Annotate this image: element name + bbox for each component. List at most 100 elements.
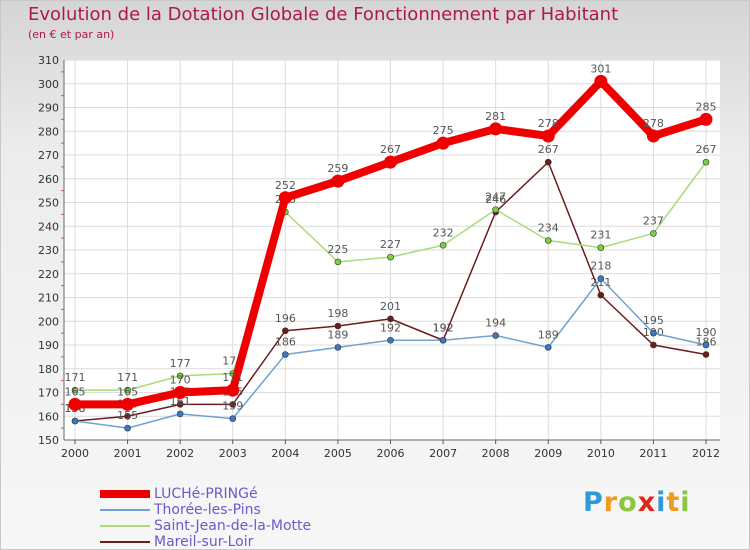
data-label-saint-jean-de-la-motte: 237 — [643, 214, 664, 227]
data-label-mareil-sur-loir: 201 — [380, 300, 401, 313]
y-tick-label: 280 — [38, 125, 59, 138]
data-point-saint-jean-de-la-motte — [334, 258, 342, 266]
data-label-thor-e-les-pins: 161 — [170, 395, 191, 408]
x-tick-label: 2010 — [587, 447, 615, 460]
logo-letter: o — [618, 487, 638, 518]
data-label-saint-jean-de-la-motte: 231 — [590, 229, 611, 242]
data-point-thor-e-les-pins — [597, 275, 605, 282]
legend-swatch-mareil-sur-loir — [100, 541, 150, 543]
data-label-saint-jean-de-la-motte: 232 — [433, 226, 454, 239]
logo-letter: r — [603, 487, 619, 518]
data-label-mareil-sur-loir: 192 — [433, 321, 454, 334]
data-point-luch-pring- — [699, 112, 713, 126]
y-tick-label: 210 — [38, 292, 59, 305]
data-label-thor-e-les-pins: 159 — [222, 400, 243, 413]
data-label-thor-e-les-pins: 189 — [538, 328, 559, 341]
y-tick-label: 170 — [38, 387, 59, 400]
data-point-thor-e-les-pins — [439, 336, 447, 344]
data-label-luch-pring-: 171 — [222, 371, 243, 384]
data-point-thor-e-les-pins — [702, 341, 710, 349]
y-tick-label: 260 — [38, 173, 59, 186]
x-tick-label: 2003 — [219, 447, 247, 460]
data-label-saint-jean-de-la-motte: 171 — [117, 371, 138, 384]
y-tick-label: 150 — [38, 434, 59, 447]
data-label-luch-pring-: 278 — [538, 117, 559, 130]
data-label-luch-pring-: 278 — [643, 117, 664, 130]
data-point-luch-pring- — [331, 174, 345, 188]
data-point-mareil-sur-loir — [702, 351, 710, 358]
data-label-luch-pring-: 170 — [170, 374, 191, 387]
x-tick-label: 2011 — [639, 447, 667, 460]
proxiti-logo: Proxiti — [583, 487, 691, 518]
data-label-saint-jean-de-la-motte: 267 — [696, 143, 717, 156]
data-label-saint-jean-de-la-motte: 227 — [380, 238, 401, 251]
data-point-thor-e-les-pins — [124, 424, 131, 432]
legend-label-luche-pringe: LUCHé-PRINGé — [154, 486, 258, 502]
data-point-luch-pring- — [121, 397, 135, 411]
data-point-luch-pring- — [384, 155, 397, 169]
data-label-thor-e-les-pins: 186 — [275, 336, 296, 349]
data-point-saint-jean-de-la-motte — [71, 386, 79, 394]
data-label-luch-pring-: 285 — [696, 100, 717, 113]
x-tick-label: 2002 — [166, 447, 194, 460]
data-label-thor-e-les-pins: 190 — [696, 326, 717, 339]
y-tick-label: 240 — [38, 220, 59, 233]
data-label-luch-pring-: 252 — [275, 179, 296, 192]
data-point-mareil-sur-loir — [387, 315, 394, 323]
x-tick-label: 2009 — [534, 447, 562, 460]
data-label-thor-e-les-pins: 218 — [590, 260, 611, 273]
data-point-luch-pring- — [646, 129, 660, 143]
data-point-thor-e-les-pins — [282, 351, 289, 358]
data-point-saint-jean-de-la-motte — [387, 253, 394, 261]
x-tick-label: 2008 — [482, 447, 510, 460]
data-point-mareil-sur-loir — [176, 401, 184, 408]
chart-subtitle: (en € et par an) — [28, 28, 115, 41]
x-tick-label: 2004 — [271, 447, 299, 460]
data-point-luch-pring- — [594, 74, 608, 88]
data-label-mareil-sur-loir: 198 — [327, 307, 348, 320]
y-tick-label: 180 — [38, 363, 59, 376]
data-point-luch-pring- — [278, 191, 292, 205]
data-label-luch-pring-: 281 — [485, 110, 506, 123]
data-point-luch-pring- — [541, 129, 555, 143]
logo-letter: i — [680, 487, 691, 518]
data-label-mareil-sur-loir: 246 — [485, 193, 506, 206]
logo-letter: P — [583, 487, 604, 518]
data-point-mareil-sur-loir — [229, 401, 237, 408]
y-tick-label: 200 — [38, 315, 59, 328]
y-tick-label: 220 — [38, 268, 59, 281]
data-point-saint-jean-de-la-motte — [702, 158, 710, 166]
data-point-thor-e-les-pins — [71, 417, 79, 425]
y-tick-label: 250 — [38, 197, 59, 210]
data-point-mareil-sur-loir — [334, 322, 342, 330]
data-label-saint-jean-de-la-motte: 225 — [327, 243, 348, 256]
data-point-thor-e-les-pins — [176, 410, 184, 418]
legend-label-thoree-les-pins: Thorée-les-Pins — [154, 502, 261, 518]
data-label-thor-e-les-pins: 155 — [117, 409, 138, 422]
x-tick-label: 2007 — [429, 447, 457, 460]
data-point-luch-pring- — [226, 383, 240, 397]
data-label-luch-pring-: 165 — [65, 385, 86, 398]
data-label-luch-pring-: 267 — [380, 143, 401, 156]
data-point-thor-e-les-pins — [334, 344, 342, 351]
legend-label-mareil-sur-loir: Mareil-sur-Loir — [154, 534, 254, 550]
x-tick-label: 2006 — [377, 447, 405, 460]
data-label-saint-jean-de-la-motte: 177 — [170, 357, 191, 370]
data-label-mareil-sur-loir: 267 — [538, 143, 559, 156]
data-point-saint-jean-de-la-motte — [492, 206, 499, 213]
logo-letter: x — [637, 487, 657, 518]
x-tick-label: 2012 — [692, 447, 720, 460]
logo-letter: i — [656, 487, 667, 518]
data-point-saint-jean-de-la-motte — [439, 241, 447, 249]
y-tick-label: 190 — [38, 339, 59, 352]
legend-swatch-saint-jean-de-la-motte — [100, 525, 150, 527]
data-point-luch-pring- — [436, 136, 450, 150]
legend-swatch-luche-pringe — [100, 490, 150, 498]
data-point-luch-pring- — [489, 122, 503, 136]
data-label-saint-jean-de-la-motte: 234 — [538, 222, 559, 235]
data-point-saint-jean-de-la-motte — [176, 372, 184, 380]
data-point-saint-jean-de-la-motte — [650, 230, 657, 237]
y-tick-label: 160 — [38, 410, 59, 423]
legend-label-saint-jean-de-la-motte: Saint-Jean-de-la-Motte — [154, 518, 312, 534]
data-point-thor-e-les-pins — [229, 415, 237, 422]
